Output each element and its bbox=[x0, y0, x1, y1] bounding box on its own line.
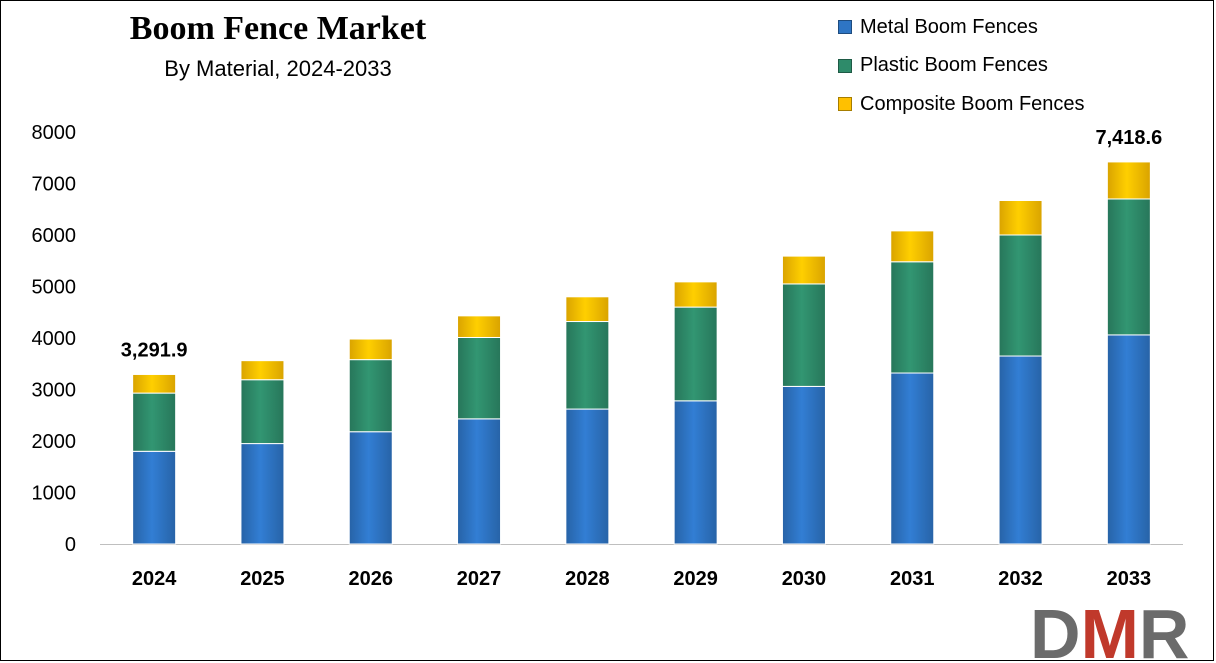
bar-segment-metal-2024 bbox=[132, 450, 177, 545]
bar-segment-plastic-2033 bbox=[1106, 198, 1151, 336]
data-label: 3,291.9 bbox=[121, 339, 188, 361]
dmr-logo-letter-d: D bbox=[1030, 598, 1081, 660]
x-tick-label: 2027 bbox=[457, 568, 502, 590]
x-tick-label: 2024 bbox=[132, 568, 177, 590]
bar-segment-plastic-2027 bbox=[457, 336, 502, 420]
y-tick-label: 1000 bbox=[32, 483, 77, 505]
bar-segment-plastic-2031 bbox=[890, 261, 935, 374]
bar-segment-plastic-2032 bbox=[998, 234, 1043, 357]
bar-segment-plastic-2029 bbox=[673, 306, 718, 402]
y-tick-label: 3000 bbox=[32, 380, 77, 402]
bar-segment-composite-2029 bbox=[673, 281, 718, 308]
y-tick-label: 5000 bbox=[32, 277, 77, 299]
y-tick-label: 6000 bbox=[32, 225, 77, 247]
bar-segment-composite-2025 bbox=[240, 360, 285, 381]
legend-label-composite: Composite Boom Fences bbox=[860, 92, 1085, 115]
bar-segment-plastic-2025 bbox=[240, 379, 285, 445]
x-tick-label: 2028 bbox=[565, 568, 610, 590]
x-tick-label: 2025 bbox=[240, 568, 285, 590]
chart-subtitle: By Material, 2024-2033 bbox=[164, 56, 392, 81]
legend-swatch-metal bbox=[838, 20, 852, 35]
data-label: 7,418.6 bbox=[1095, 127, 1162, 149]
dmr-logo-letter-r: R bbox=[1139, 598, 1190, 660]
legend-swatch-plastic bbox=[838, 58, 852, 73]
bar-segment-plastic-2024 bbox=[132, 392, 177, 452]
bar-segment-composite-2031 bbox=[890, 230, 935, 263]
legend: Metal Boom Fences Plastic Boom Fences Co… bbox=[838, 8, 1085, 124]
legend-item-composite: Composite Boom Fences bbox=[838, 85, 1085, 124]
bar-segment-metal-2027 bbox=[457, 418, 502, 545]
x-tick-label: 2032 bbox=[998, 568, 1043, 590]
y-tick-label: 0 bbox=[65, 534, 76, 556]
x-tick-label: 2033 bbox=[1107, 568, 1152, 590]
dmr-logo-letter-m: M bbox=[1081, 598, 1139, 660]
bar-segment-composite-2032 bbox=[998, 199, 1043, 236]
bar-segment-metal-2030 bbox=[781, 385, 826, 545]
bar-segment-composite-2033 bbox=[1106, 161, 1151, 200]
x-tick-label: 2030 bbox=[782, 568, 827, 590]
bar-segment-composite-2024 bbox=[132, 373, 177, 394]
bar-segment-composite-2028 bbox=[565, 296, 610, 323]
legend-label-plastic: Plastic Boom Fences bbox=[860, 54, 1048, 77]
bar-segment-metal-2029 bbox=[673, 400, 718, 545]
bar-segment-composite-2026 bbox=[348, 338, 393, 361]
y-tick-label: 8000 bbox=[32, 122, 77, 144]
bar-segment-metal-2026 bbox=[348, 431, 393, 545]
y-tick-label: 4000 bbox=[32, 328, 77, 350]
dmr-logo: DMR bbox=[1030, 598, 1189, 660]
x-tick-label: 2029 bbox=[673, 568, 718, 590]
legend-item-metal: Metal Boom Fences bbox=[838, 8, 1085, 47]
bar-segment-composite-2027 bbox=[457, 315, 502, 338]
bar-segment-composite-2030 bbox=[781, 255, 826, 285]
bar-segment-plastic-2026 bbox=[348, 359, 393, 433]
bar-segment-metal-2033 bbox=[1106, 334, 1151, 545]
bar-segment-plastic-2030 bbox=[781, 283, 826, 387]
x-tick-label: 2026 bbox=[349, 568, 394, 590]
legend-item-plastic: Plastic Boom Fences bbox=[838, 47, 1085, 86]
y-tick-label: 2000 bbox=[32, 431, 77, 453]
bar-segment-metal-2031 bbox=[890, 372, 935, 545]
dmr-logo-text: DMR bbox=[1030, 598, 1189, 660]
bar-segment-metal-2032 bbox=[998, 355, 1043, 545]
bar-segment-metal-2025 bbox=[240, 443, 285, 545]
legend-swatch-composite bbox=[838, 97, 852, 112]
legend-label-metal: Metal Boom Fences bbox=[860, 15, 1038, 38]
x-tick-label: 2031 bbox=[890, 568, 935, 590]
bar-segment-plastic-2028 bbox=[565, 321, 610, 410]
chart-title: Boom Fence Market bbox=[129, 10, 427, 47]
bar-segment-metal-2028 bbox=[565, 408, 610, 545]
y-tick-label: 7000 bbox=[32, 174, 77, 196]
